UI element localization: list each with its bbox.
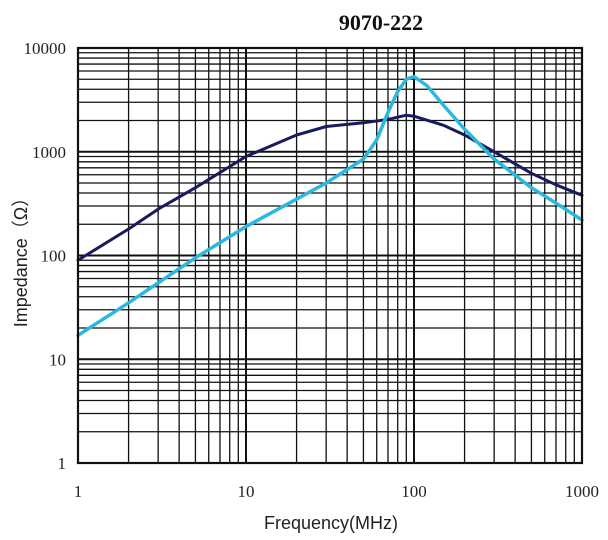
series-line-2 — [76, 74, 584, 338]
y-tick-label: 100 — [41, 247, 67, 266]
y-tick-labels: 1 10 100 1000 10000 — [24, 39, 67, 473]
y-tick-label: 1000 — [32, 143, 66, 162]
chart-title: 9070-222 — [339, 10, 423, 35]
x-tick-label: 1 — [74, 482, 83, 501]
x-tick-label: 10 — [238, 482, 255, 501]
x-tick-label: 100 — [401, 482, 427, 501]
y-axis-label: Impedance（Ω） — [11, 189, 31, 328]
grid-lines — [77, 48, 582, 464]
y-tick-label: 1 — [58, 454, 67, 473]
series-line-1 — [76, 113, 584, 262]
y-tick-label: 10 — [49, 350, 66, 369]
series-lines — [76, 74, 584, 338]
y-tick-label: 10000 — [24, 39, 67, 58]
x-axis-label: Frequency(MHz) — [264, 513, 398, 533]
plot-frame — [76, 46, 584, 465]
x-tick-labels: 1 10 100 1000 — [74, 482, 599, 501]
x-tick-label: 1000 — [565, 482, 599, 501]
